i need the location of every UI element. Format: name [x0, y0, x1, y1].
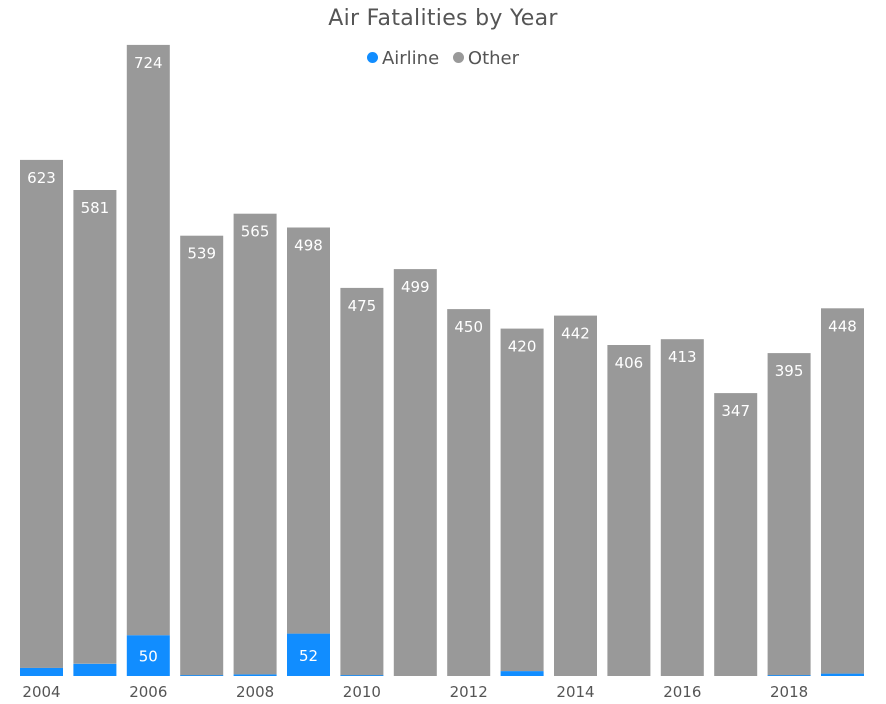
data-label-other-2004: 623 — [27, 169, 56, 187]
x-tick-label-2014: 2014 — [556, 683, 594, 701]
data-label-airline-2006: 50 — [139, 648, 158, 666]
bar-airline-2005[interactable] — [73, 663, 117, 676]
bar-airline-2018[interactable] — [767, 675, 811, 676]
bar-airline-2007[interactable] — [180, 675, 224, 676]
bar-other-2010[interactable] — [340, 287, 384, 676]
legend: Airline Other — [0, 48, 886, 69]
legend-item-other[interactable]: Other — [452, 48, 520, 69]
x-tick-label-2004: 2004 — [22, 683, 60, 701]
bar-other-2008[interactable] — [233, 213, 277, 675]
data-label-other-2005: 581 — [81, 199, 110, 217]
x-tick-label-2008: 2008 — [236, 683, 274, 701]
bar-other-2018[interactable] — [767, 353, 811, 676]
data-label-other-2012: 450 — [454, 318, 483, 336]
legend-label-other: Other — [467, 48, 520, 69]
bar-other-2004[interactable] — [20, 159, 63, 668]
x-tick-label-2018: 2018 — [770, 683, 808, 701]
bar-other-2014[interactable] — [554, 315, 597, 676]
bar-airline-2006[interactable] — [126, 635, 170, 676]
data-label-other-2014: 442 — [561, 325, 590, 343]
bar-airline-2010[interactable] — [340, 675, 384, 676]
bar-airline-2004[interactable] — [20, 667, 63, 676]
bar-airline-2009[interactable] — [287, 633, 330, 676]
data-label-other-2017: 347 — [721, 402, 750, 420]
bar-other-2005[interactable] — [73, 190, 117, 664]
legend-dot-other-icon — [452, 52, 464, 63]
data-label-other-2006: 724 — [134, 54, 163, 72]
bar-other-2012[interactable] — [447, 309, 491, 676]
bar-other-2015[interactable] — [607, 345, 651, 676]
bar-airline-2019[interactable] — [821, 673, 864, 676]
data-label-other-2016: 413 — [668, 348, 697, 366]
bar-other-2007[interactable] — [180, 235, 224, 676]
x-tick-label-2016: 2016 — [663, 683, 701, 701]
bar-other-2017[interactable] — [714, 393, 758, 676]
data-label-other-2008: 565 — [241, 223, 270, 241]
bar-airline-2013[interactable] — [500, 671, 544, 676]
bar-other-2009[interactable] — [287, 227, 330, 634]
bar-other-2016[interactable] — [660, 339, 704, 676]
bar-other-2011[interactable] — [393, 269, 437, 676]
x-tick-label-2006: 2006 — [129, 683, 167, 701]
data-label-other-2009: 498 — [294, 237, 323, 255]
data-label-other-2013: 420 — [508, 338, 537, 356]
data-label-other-2018: 395 — [775, 362, 804, 380]
legend-item-airline[interactable]: Airline — [366, 48, 440, 69]
data-label-other-2015: 406 — [615, 354, 644, 372]
chart-title: Air Fatalities by Year — [328, 6, 558, 31]
data-label-other-2010: 475 — [348, 297, 377, 315]
x-tick-label-2010: 2010 — [343, 683, 381, 701]
legend-label-airline: Airline — [381, 48, 440, 69]
bar-other-2006[interactable] — [126, 44, 170, 636]
data-label-other-2011: 499 — [401, 278, 430, 296]
legend-dot-airline-icon — [366, 52, 378, 63]
bar-other-2013[interactable] — [500, 328, 544, 672]
x-tick-label-2012: 2012 — [450, 683, 488, 701]
bar-airline-2008[interactable] — [233, 674, 277, 676]
data-label-other-2007: 539 — [187, 245, 216, 263]
bar-other-2019[interactable] — [821, 308, 864, 674]
data-label-airline-2009: 52 — [299, 647, 318, 665]
data-label-other-2019: 448 — [828, 317, 857, 335]
